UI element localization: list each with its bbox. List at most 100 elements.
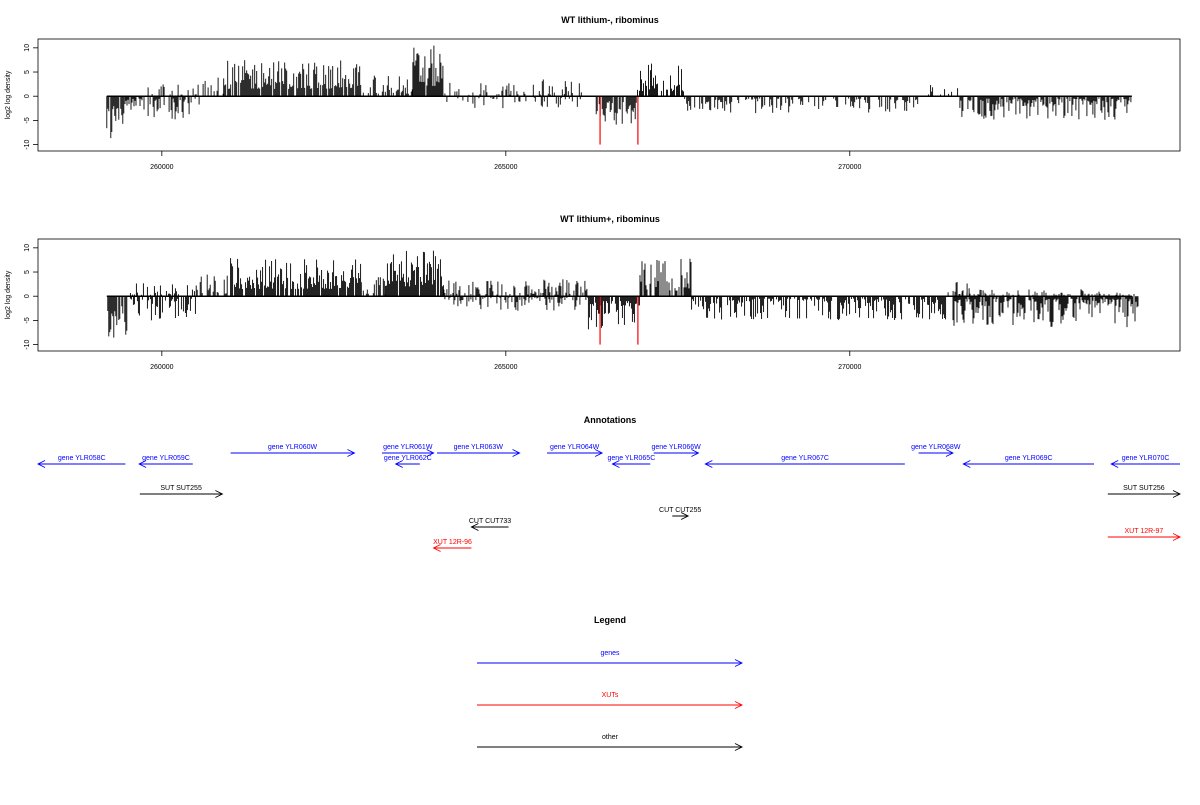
feature-arrow-head bbox=[432, 544, 441, 552]
axes: 10 5 0 -5 -10 260000 265000 270000 bbox=[24, 244, 1132, 371]
y-tick-label: 5 bbox=[24, 70, 31, 74]
annotation-feature: gene YLR058C bbox=[36, 455, 126, 468]
feature-arrow-head bbox=[1172, 490, 1182, 498]
feature-label: XUT 12R-96 bbox=[433, 539, 472, 546]
legend-item: other bbox=[477, 734, 744, 751]
feature-arrow-head bbox=[347, 449, 356, 457]
feature-label: gene YLR061W bbox=[383, 444, 433, 451]
axes: 10 5 0 -5 -10 260000 265000 270000 bbox=[24, 44, 1132, 171]
annotation-feature: gene YLR065C bbox=[608, 455, 656, 468]
legend-label: genes bbox=[600, 650, 620, 657]
plot-title-lithium-minus: WT lithium-, ribominus bbox=[561, 15, 659, 25]
y-tick-label: 0 bbox=[24, 94, 31, 98]
annotation-feature: gene YLR059C bbox=[138, 455, 193, 468]
legend-item: XUTs bbox=[477, 692, 744, 709]
feature-arrow-head bbox=[594, 449, 604, 457]
annotation-feature: gene YLR060W bbox=[230, 444, 356, 457]
feature-arrow-head bbox=[734, 743, 744, 751]
annotation-feature: CUT CUT255 bbox=[659, 507, 701, 520]
y-axis-label: log2 log density bbox=[5, 70, 12, 119]
feature-label: gene YLR065C bbox=[608, 455, 656, 462]
feature-label: XUT 12R-97 bbox=[1125, 528, 1164, 535]
feature-label: gene YLR068W bbox=[911, 444, 961, 451]
feature-arrow-head bbox=[962, 460, 971, 468]
feature-label: gene YLR064W bbox=[550, 444, 600, 451]
feature-label: gene YLR067C bbox=[781, 455, 829, 462]
annotation-feature: gene YLR064W bbox=[547, 444, 604, 457]
feature-arrow-head bbox=[512, 449, 521, 457]
feature-label: gene YLR063W bbox=[454, 444, 504, 451]
annotation-feature: gene YLR068W bbox=[911, 444, 961, 457]
feature-arrow-head bbox=[215, 490, 224, 498]
feature-label: gene YLR066W bbox=[651, 444, 701, 451]
feature-label: gene YLR059C bbox=[142, 455, 190, 462]
y-tick-label: 0 bbox=[24, 294, 31, 298]
annotation-feature: gene YLR066W bbox=[651, 444, 701, 457]
plot-frame bbox=[37, 238, 1181, 352]
annotation-feature: CUT CUT733 bbox=[469, 518, 511, 531]
feature-arrow-head bbox=[470, 523, 479, 531]
feature-arrow-head bbox=[138, 460, 147, 468]
x-tick-label: 270000 bbox=[838, 364, 861, 371]
coverage-plot-lithium-minus: WT lithium-, ribominus log2 log density … bbox=[5, 15, 1181, 171]
legend: Legend genes XUTs other bbox=[477, 615, 744, 751]
legend-label: XUTs bbox=[602, 692, 619, 699]
feature-label: gene YLR070C bbox=[1122, 455, 1170, 462]
annotation-feature: XUT 12R-97 bbox=[1107, 528, 1182, 541]
y-axis-label: log2 log density bbox=[5, 270, 12, 319]
annotation-feature: gene YLR069C bbox=[962, 455, 1095, 468]
feature-arrow-head bbox=[734, 659, 744, 667]
feature-arrow-head bbox=[734, 701, 744, 709]
x-tick-label: 265000 bbox=[494, 364, 517, 371]
coverage-plot-lithium-plus: WT lithium+, ribominus log2 log density … bbox=[5, 214, 1181, 371]
y-tick-label: -10 bbox=[24, 339, 31, 349]
feature-label: gene YLR060W bbox=[268, 444, 318, 451]
feature-arrow-head bbox=[704, 460, 713, 468]
feature-arrow-head bbox=[426, 449, 435, 457]
annotations-title: Annotations bbox=[584, 415, 637, 425]
y-tick-label: -5 bbox=[24, 117, 31, 123]
plot-title-lithium-plus: WT lithium+, ribominus bbox=[560, 214, 660, 224]
feature-label: SUT SUT256 bbox=[1123, 485, 1165, 492]
legend-label: other bbox=[602, 734, 619, 741]
annotation-feature: gene YLR061W bbox=[381, 444, 435, 457]
feature-arrow-head bbox=[394, 460, 403, 468]
coverage-bars bbox=[106, 45, 1132, 145]
annotation-feature: SUT SUT256 bbox=[1107, 485, 1182, 498]
x-tick-label: 260000 bbox=[150, 364, 173, 371]
feature-arrow-head bbox=[1172, 533, 1182, 541]
annotation-feature: gene YLR067C bbox=[704, 455, 905, 468]
annotation-feature: gene YLR063W bbox=[437, 444, 521, 457]
feature-arrow-head bbox=[680, 512, 690, 520]
feature-label: gene YLR062C bbox=[384, 455, 432, 462]
feature-arrow-head bbox=[945, 449, 954, 457]
y-tick-label: -10 bbox=[24, 139, 31, 149]
feature-label: gene YLR058C bbox=[58, 455, 106, 462]
feature-label: CUT CUT255 bbox=[659, 507, 701, 514]
annotation-feature: SUT SUT255 bbox=[139, 485, 224, 498]
annotation-features: gene YLR058C gene YLR059C gene YLR060W gene… bbox=[36, 444, 1182, 552]
y-tick-label: 10 bbox=[24, 244, 31, 252]
annotation-feature: gene YLR062C bbox=[384, 455, 432, 468]
feature-label: CUT CUT733 bbox=[469, 518, 511, 525]
x-tick-label: 260000 bbox=[150, 164, 173, 171]
feature-arrow-head bbox=[1110, 460, 1119, 468]
feature-arrow-head bbox=[36, 460, 46, 468]
annotation-feature: gene YLR070C bbox=[1110, 455, 1180, 468]
plot-frame bbox=[37, 38, 1181, 152]
x-tick-label: 265000 bbox=[494, 164, 517, 171]
feature-arrow-head bbox=[611, 460, 620, 468]
legend-item: genes bbox=[477, 650, 744, 667]
annotation-feature: XUT 12R-96 bbox=[432, 539, 472, 552]
feature-arrow-head bbox=[691, 449, 700, 457]
feature-label: SUT SUT255 bbox=[160, 485, 202, 492]
feature-label: gene YLR069C bbox=[1005, 455, 1053, 462]
legend-items: genes XUTs other bbox=[477, 650, 744, 751]
annotations-track: Annotations gene YLR058C gene YLR059Cgene… bbox=[36, 415, 1182, 552]
legend-title: Legend bbox=[594, 615, 626, 625]
y-tick-label: 10 bbox=[24, 44, 31, 52]
y-tick-label: 5 bbox=[24, 270, 31, 274]
y-tick-label: -5 bbox=[24, 317, 31, 323]
